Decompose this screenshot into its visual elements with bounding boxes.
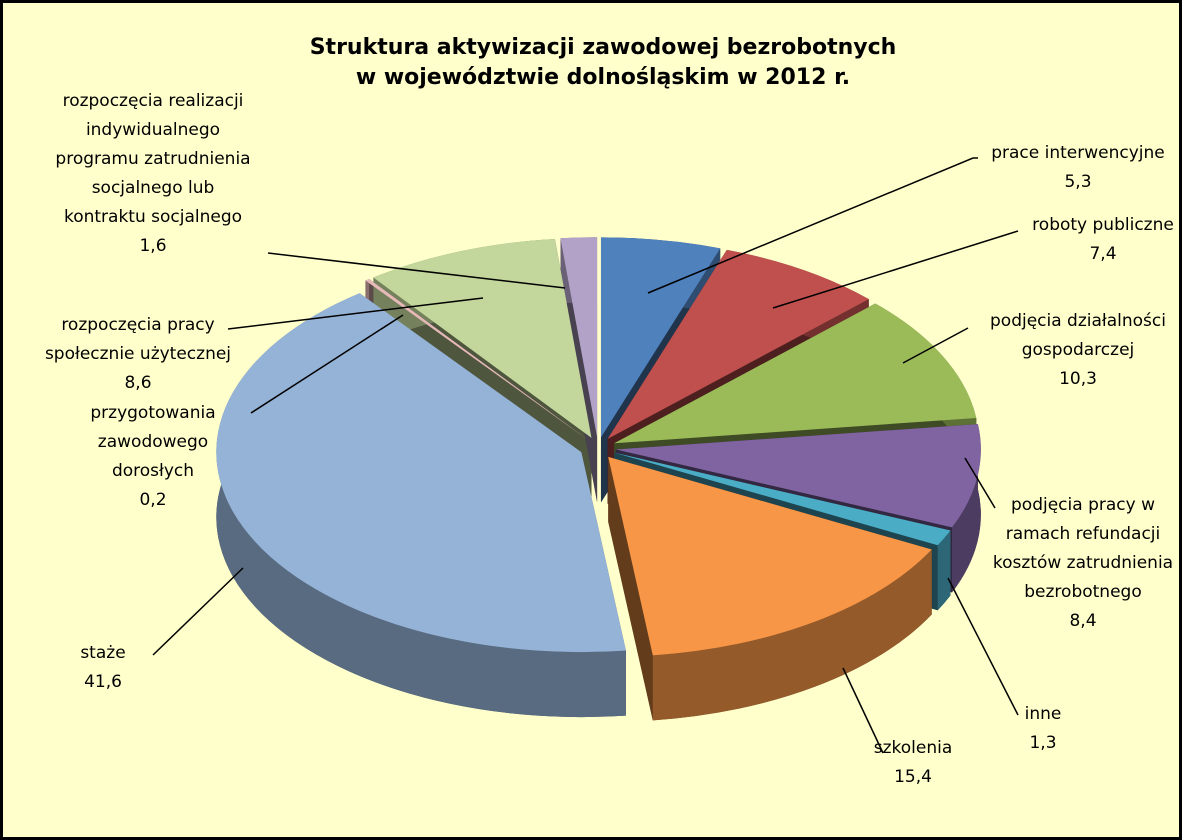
slice: [614, 303, 977, 444]
category-label: prace interwencyjne: [991, 143, 1165, 163]
value-label: 5,3: [1064, 172, 1092, 192]
value-label: 8,4: [1069, 611, 1097, 631]
data-label: inne 1,3: [1003, 700, 1083, 758]
category-label: podjęcia pracy w ramach refundacji koszt…: [992, 495, 1174, 602]
leader-line: [152, 567, 244, 656]
slice-side: [937, 530, 951, 611]
leader-line: [647, 157, 978, 294]
value-label: 0,2: [139, 490, 167, 510]
leader-line: [947, 577, 1019, 716]
leader-line: [250, 314, 404, 414]
leader-line: [772, 230, 1019, 309]
slice: [216, 293, 626, 653]
category-label: staże: [80, 643, 126, 663]
leader-line: [842, 667, 884, 754]
slice: [607, 249, 869, 439]
value-label: 8,6: [124, 373, 152, 393]
leader-line: [902, 327, 969, 364]
value-label: 1,3: [1029, 733, 1057, 753]
data-label: podjęcia pracy w ramach refundacji koszt…: [978, 491, 1179, 636]
slice-side: [652, 549, 932, 721]
slice: [614, 452, 951, 546]
slice-wall: [608, 456, 653, 721]
chart-title: Struktura aktywizacji zawodowej bezrobot…: [309, 35, 897, 90]
slice-side: [951, 424, 981, 593]
category-label: szkolenia: [873, 738, 953, 758]
category-label: roboty publiczne: [1032, 215, 1174, 235]
slice: [365, 278, 588, 440]
value-label: 1,6: [139, 236, 167, 256]
leader-line: [227, 297, 484, 330]
data-label: rozpoczęcia realizacji indywidualnego pr…: [51, 87, 256, 261]
data-label: przygotowania zawodowego dorosłych 0,2: [73, 399, 233, 515]
leader-line: [964, 457, 996, 509]
slice: [560, 237, 598, 438]
data-label: prace interwencyjne 5,3: [963, 139, 1179, 197]
category-label: podjęcia działalności gospodarczej: [990, 311, 1166, 360]
value-label: 41,6: [84, 672, 122, 692]
leader-line: [267, 252, 566, 289]
category-label: inne: [1024, 704, 1062, 724]
value-label: 15,4: [894, 767, 932, 787]
data-label: rozpoczęcia pracy społecznie użytecznej 8…: [23, 311, 253, 398]
category-label: przygotowania zawodowego dorosłych: [90, 403, 216, 481]
category-label: rozpoczęcia pracy społecznie użytecznej: [44, 315, 232, 364]
slice: [373, 238, 592, 438]
data-label: staże 41,6: [63, 639, 143, 697]
data-label: szkolenia 15,4: [858, 734, 968, 792]
value-label: 7,4: [1089, 244, 1117, 264]
slice: [615, 424, 981, 528]
data-label: roboty publiczne 7,4: [1003, 211, 1179, 269]
value-label: 10,3: [1059, 369, 1097, 389]
slice: [608, 456, 932, 656]
slice: [600, 237, 721, 438]
slice-side: [216, 293, 626, 718]
data-label: podjęcia działalności gospodarczej 10,3: [968, 307, 1179, 394]
category-label: rozpoczęcia realizacji indywidualnego pr…: [55, 91, 251, 227]
pie-area: [152, 157, 1019, 754]
